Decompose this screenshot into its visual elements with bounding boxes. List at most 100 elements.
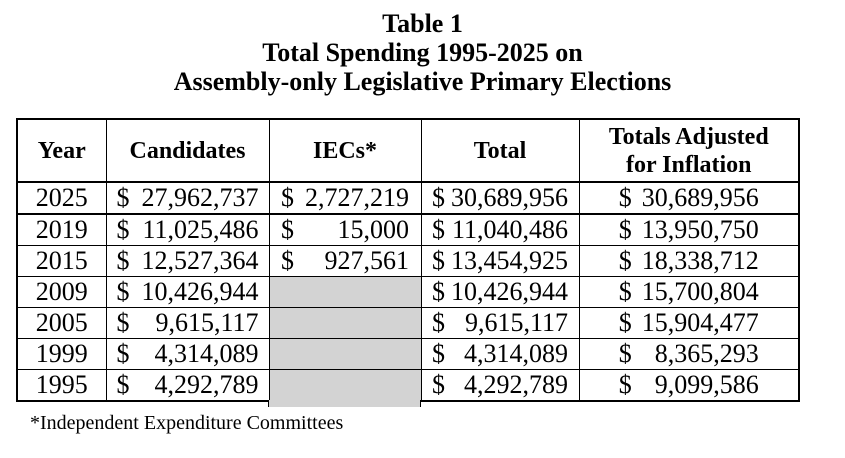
iecs-cell-shaded-empty: [268, 338, 422, 370]
dollar-sign: $: [432, 246, 445, 275]
total-cell: $4,314,089: [420, 338, 580, 370]
col-header-inflation-line2: for Inflation: [625, 151, 752, 178]
dollar-sign: $: [432, 308, 445, 337]
col-header-candidates: Candidates: [105, 118, 270, 183]
amount-value: 15,904,477: [641, 308, 759, 337]
dollar-sign: $: [432, 215, 445, 244]
total-cell: $4,292,789: [420, 369, 580, 402]
inflation-cell: $18,338,712: [578, 245, 800, 277]
amount-value: 10,426,944: [451, 277, 568, 306]
amount-value: 27,962,737: [141, 183, 259, 212]
table-row-2015: 2015 $12,527,364 $927,561 $13,454,925 $1…: [16, 245, 800, 277]
amount-value: 8,365,293: [654, 339, 759, 368]
inflation-cell: $30,689,956: [578, 181, 800, 215]
table-row-2019: 2019 $11,025,486 $15,000 $11,040,486 $13…: [16, 213, 800, 246]
inflation-cell: $13,950,750: [578, 213, 800, 246]
dollar-sign: $: [618, 215, 632, 244]
amount-value: 2,727,219: [305, 183, 409, 212]
amount-value: 11,025,486: [142, 215, 259, 244]
year-cell: 2009: [16, 276, 107, 308]
candidates-cell: $10,426,944: [105, 276, 270, 308]
iecs-cell-shaded-empty: [268, 369, 422, 402]
dollar-sign: $: [116, 246, 130, 275]
dollar-sign: $: [432, 339, 445, 368]
spending-table: Year Candidates IECs* Total Totals Adjus…: [16, 118, 800, 402]
year-cell: 1995: [16, 369, 107, 402]
col-header-total: Total: [420, 118, 580, 183]
inflation-cell: $15,904,477: [578, 307, 800, 339]
iecs-cell-shaded-empty: [268, 276, 422, 308]
table-row-1995: 1995 $4,292,789 $4,292,789 $9,099,586: [16, 369, 800, 402]
dollar-sign: $: [432, 277, 445, 306]
footnote: *Independent Expenditure Committees: [30, 412, 344, 434]
inflation-cell: $8,365,293: [578, 338, 800, 370]
dollar-sign: $: [618, 246, 632, 275]
amount-value: 15,000: [337, 215, 410, 244]
year-cell: 1999: [16, 338, 107, 370]
year-cell: 2025: [16, 181, 107, 215]
year-cell: 2005: [16, 307, 107, 339]
candidates-cell: $12,527,364: [105, 245, 270, 277]
total-cell: $9,615,117: [420, 307, 580, 339]
dollar-sign: $: [116, 215, 130, 244]
amount-value: 30,689,956: [451, 183, 568, 212]
candidates-cell: $4,292,789: [105, 369, 270, 402]
dollar-sign: $: [432, 370, 445, 399]
dollar-sign: $: [116, 370, 130, 399]
total-cell: $30,689,956: [420, 181, 580, 215]
amount-value: 927,561: [324, 246, 410, 275]
amount-value: 30,689,956: [641, 183, 759, 212]
amount-value: 4,314,089: [464, 339, 568, 368]
amount-value: 18,338,712: [641, 246, 759, 275]
amount-value: 4,292,789: [154, 370, 259, 399]
amount-value: 4,292,789: [464, 370, 568, 399]
dollar-sign: $: [618, 277, 632, 306]
dollar-sign: $: [281, 215, 294, 244]
iecs-cell-shaded-empty: [268, 307, 422, 339]
iec-shading-overhang: [268, 400, 421, 407]
title-line-3: Assembly-only Legislative Primary Electi…: [173, 67, 672, 96]
inflation-cell: $9,099,586: [578, 369, 800, 402]
dollar-sign: $: [116, 183, 130, 212]
dollar-sign: $: [116, 277, 130, 306]
spending-table-wrap: Year Candidates IECs* Total Totals Adjus…: [16, 118, 800, 407]
header-row: Year Candidates IECs* Total Totals Adjus…: [16, 118, 800, 183]
table-row-2025: 2025 $27,962,737 $2,727,219 $30,689,956 …: [16, 181, 800, 215]
dollar-sign: $: [618, 308, 632, 337]
iecs-cell: $2,727,219: [268, 181, 422, 215]
dollar-sign: $: [618, 183, 632, 212]
table-title: Table 1 Total Spending 1995-2025 on Asse…: [0, 9, 845, 96]
total-cell: $13,454,925: [420, 245, 580, 277]
amount-value: 15,700,804: [641, 277, 759, 306]
amount-value: 9,615,117: [464, 308, 568, 337]
dollar-sign: $: [618, 370, 632, 399]
year-cell: 2015: [16, 245, 107, 277]
dollar-sign: $: [432, 183, 445, 212]
amount-value: 13,950,750: [641, 215, 759, 244]
col-header-inflation: Totals Adjusted for Inflation: [578, 118, 800, 183]
title-line-2: Total Spending 1995-2025 on: [262, 38, 583, 67]
col-header-year: Year: [16, 118, 107, 183]
inflation-cell: $15,700,804: [578, 276, 800, 308]
amount-value: 9,099,586: [654, 370, 759, 399]
iecs-cell: $927,561: [268, 245, 422, 277]
table-row-2005: 2005 $9,615,117 $9,615,117 $15,904,477: [16, 307, 800, 339]
total-cell: $10,426,944: [420, 276, 580, 308]
iecs-cell: $15,000: [268, 213, 422, 246]
candidates-cell: $4,314,089: [105, 338, 270, 370]
dollar-sign: $: [281, 183, 294, 212]
dollar-sign: $: [618, 339, 632, 368]
title-line-1: Table 1: [382, 9, 463, 38]
candidates-cell: $11,025,486: [105, 213, 270, 246]
table-row-1999: 1999 $4,314,089 $4,314,089 $8,365,293: [16, 338, 800, 370]
year-cell: 2019: [16, 213, 107, 246]
dollar-sign: $: [281, 246, 294, 275]
amount-value: 12,527,364: [141, 246, 259, 275]
candidates-cell: $9,615,117: [105, 307, 270, 339]
candidates-cell: $27,962,737: [105, 181, 270, 215]
amount-value: 4,314,089: [154, 339, 259, 368]
amount-value: 10,426,944: [141, 277, 259, 306]
document-page: Table 1 Total Spending 1995-2025 on Asse…: [0, 9, 845, 435]
amount-value: 11,040,486: [451, 215, 568, 244]
amount-value: 13,454,925: [451, 246, 568, 275]
